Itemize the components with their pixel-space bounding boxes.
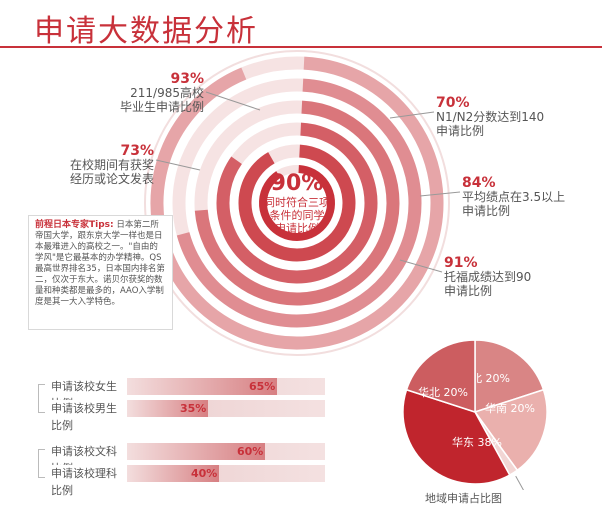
callout-connector bbox=[155, 159, 201, 171]
ring-track bbox=[172, 78, 422, 328]
callout-connector bbox=[399, 259, 443, 273]
callout-connector bbox=[389, 111, 435, 119]
center-line-2: 条件的同学 bbox=[269, 209, 325, 222]
bar-fill-female bbox=[127, 378, 277, 395]
pie-slice bbox=[474, 339, 545, 414]
pie-slice bbox=[405, 339, 476, 414]
center-ring-bar bbox=[259, 165, 335, 241]
bar-value-male: 35% bbox=[180, 402, 207, 415]
bar-label-arts: 申请该校文科比例 bbox=[45, 443, 127, 475]
bar-value-female: 65% bbox=[249, 380, 276, 393]
major-bar-group: 申请该校文科比例 60% 申请该校理科比例 40% bbox=[45, 443, 325, 497]
gender-bar-group: 申请该校女生比例 65% 申请该校男生比例 35% bbox=[45, 378, 325, 432]
callout-connector bbox=[205, 91, 261, 111]
pie-caption: 地域申请占比图 bbox=[425, 492, 502, 505]
callout-gpa: 84% 平均绩点在3.5以上 申请比例 bbox=[462, 176, 592, 218]
bar-value-arts: 60% bbox=[237, 445, 264, 458]
bar-value-science: 40% bbox=[191, 467, 218, 480]
callout-line: 毕业生申请比例 bbox=[119, 100, 204, 114]
bar-fill-arts bbox=[127, 443, 265, 460]
bar-row-arts: 申请该校文科比例 60% bbox=[45, 443, 325, 475]
callout-line: 在校期间有获奖 bbox=[69, 158, 154, 172]
bracket bbox=[38, 384, 45, 413]
callout-toefl: 91% 托福成绩达到90 申请比例 bbox=[444, 256, 574, 298]
bar-fill-male bbox=[127, 400, 208, 417]
bar-row-female: 申请该校女生比例 65% bbox=[45, 378, 325, 410]
ring-bar bbox=[238, 144, 356, 262]
callout-line: 申请比例 bbox=[436, 124, 485, 138]
ring-track bbox=[150, 56, 444, 350]
tips-title: 前程日本专家Tips: bbox=[35, 220, 114, 230]
ring-bar bbox=[216, 122, 378, 284]
center-line-1: 同时符合三项 bbox=[264, 196, 330, 209]
bracket bbox=[38, 449, 45, 478]
pie-leader-line bbox=[515, 475, 524, 490]
callout-line: 平均绩点在3.5以上 bbox=[462, 190, 566, 204]
callout-percent: 70% bbox=[436, 95, 470, 111]
pie-slice-label: 华东 38% bbox=[452, 435, 502, 449]
bar-row-male: 申请该校男生比例 35% bbox=[45, 400, 325, 432]
pie-slice-label: 华南 20% bbox=[485, 401, 535, 415]
callout-line: 211/985高校 bbox=[130, 86, 204, 100]
region-pie-chart: 东北 20%华南 20%其他 2%华东 38%华北 20% bbox=[402, 339, 548, 490]
bar-label-male: 申请该校男生比例 bbox=[45, 400, 127, 432]
callout-percent: 84% bbox=[462, 175, 496, 191]
ring-bar bbox=[176, 78, 422, 328]
title-divider bbox=[0, 46, 602, 48]
bar-fill-science bbox=[127, 465, 219, 482]
callout-line: N1/N2分数达到140 bbox=[436, 110, 545, 124]
callout-awards: 73% 在校期间有获奖 经历或论文发表 bbox=[48, 144, 154, 186]
center-label: 90% 同时符合三项 条件的同学 申请比例 bbox=[247, 171, 347, 236]
outer-ring bbox=[144, 50, 450, 356]
tips-body: 日本第二所帝国大学，跟东京大学一样也是日本最难进入的高校之一。"自由的学风"是它… bbox=[35, 220, 165, 307]
callout-line: 申请比例 bbox=[462, 204, 511, 218]
bar-label-female: 申请该校女生比例 bbox=[45, 378, 127, 410]
pie-slice-label: 华北 20% bbox=[418, 385, 468, 399]
callout-percent: 93% bbox=[170, 71, 204, 87]
callout-percent: 73% bbox=[120, 143, 154, 159]
center-line-3: 申请比例 bbox=[275, 222, 319, 235]
callout-n1-n2: 70% N1/N2分数达到140 申请比例 bbox=[436, 96, 576, 138]
page-title: 申请大数据分析 bbox=[34, 14, 258, 49]
callout-connector bbox=[419, 191, 461, 197]
callout-211-985: 93% 211/985高校 毕业生申请比例 bbox=[84, 72, 204, 114]
callout-line: 托福成绩达到90 bbox=[444, 270, 532, 284]
center-percent: 90% bbox=[270, 171, 324, 196]
bar-row-science: 申请该校理科比例 40% bbox=[45, 465, 325, 497]
bar-label-science: 申请该校理科比例 bbox=[45, 465, 127, 497]
pie-slice bbox=[402, 388, 511, 485]
callout-line: 经历或论文发表 bbox=[69, 172, 154, 186]
callout-percent: 91% bbox=[444, 255, 478, 271]
ring-bar bbox=[150, 56, 444, 350]
ring-bar bbox=[194, 100, 400, 306]
pie-slice bbox=[473, 388, 548, 472]
tips-box: 前程日本专家Tips: 日本第二所帝国大学，跟东京大学一样也是日本最难进入的高校… bbox=[28, 215, 173, 330]
callout-line: 申请比例 bbox=[444, 284, 493, 298]
